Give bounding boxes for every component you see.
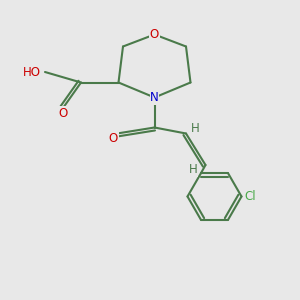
- Text: Cl: Cl: [244, 190, 256, 203]
- Text: HO: HO: [22, 65, 40, 79]
- Text: O: O: [150, 28, 159, 41]
- Text: N: N: [150, 91, 159, 104]
- Text: H: H: [190, 122, 200, 135]
- Text: O: O: [109, 131, 118, 145]
- Text: H: H: [188, 163, 197, 176]
- Text: O: O: [58, 107, 68, 120]
